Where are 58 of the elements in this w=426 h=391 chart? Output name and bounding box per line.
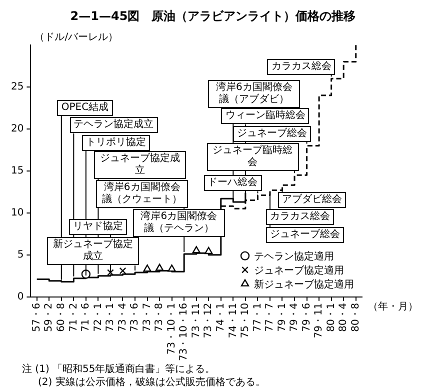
x-tick-label: 80・8 [350,302,362,332]
annotation: ウィーン臨時総会 [221,108,310,124]
x-tick-label: 73・6 [130,302,141,332]
x-tick-label: 75・10 [240,302,252,338]
annotation: ジュネーブ協定成立 [94,150,186,179]
x-tick-label: 74・1 [215,302,226,332]
annotation: アブダビ総会 [278,192,346,208]
x-tick-label: 73・10・16 [178,302,190,362]
annotation: ドーハ総会 [204,175,262,192]
text: (2) 実線は公示価格，破線は公式販売価格である。 [38,376,266,389]
x-tick-label: 72・1 [92,302,104,332]
x-tick-label: 59・2 [44,302,55,332]
y-tick-label: 20 [10,124,24,135]
y-tick-label: 0 [17,291,24,302]
x-axis-title: （年・月） [368,300,418,312]
x-tick-label: 79・6 [301,302,312,332]
x-tick-label: 73・7 [142,302,153,332]
annotation: ジュネーブ総会 [266,227,344,244]
annotation: トリポリ協定 [82,134,150,151]
x-tick-label: 74・11 [228,302,239,338]
x-tick-label: 73・10・1 [166,302,178,355]
y-tick-label: 10 [10,207,24,218]
x-tick-label: 60・8 [56,302,67,332]
annotation: 湾岸6カ国閣僚会議（クウェート） [96,180,188,208]
x-tick-label: 80・1 [326,302,337,332]
annotation: 湾岸6カ国閣僚会議（テヘラン） [132,208,225,237]
y-tick-label: 5 [17,249,24,260]
x-tick-label: 79・1 [276,302,288,332]
annotation: 湾岸6カ国閣僚会議（アブダビ） [208,80,300,108]
legend-label: テヘラン協定適用 [254,250,334,262]
y-tick-label: 15 [10,166,24,177]
x-tick-label: 73・1 [105,302,116,332]
annotation: 新ジュネーブ協定成立 [47,237,139,266]
legend-label: ジュネーブ協定適用 [254,264,344,276]
x-tick-label: 77・1 [252,302,264,332]
annotation: リヤド協定 [68,219,127,235]
x-tick-label: 77・7 [264,302,276,332]
annotation: テヘラン協定成立 [70,117,158,134]
y-tick-label: 25 [10,82,24,93]
x-tick-label: 79・4 [289,302,300,332]
x-tick-label: 73・8 [154,302,166,332]
x-tick-label: 79・11 [314,302,325,338]
annotation: カラカス総会 [266,209,334,226]
annotation: カラカス総会 [267,58,336,75]
annotation: ジュネーブ総会 [232,126,311,142]
x-tick-label: 71・2 [68,302,80,332]
x-tick-label: 71・6 [80,302,92,332]
annotation: ジュネーブ臨時総会 [206,143,299,172]
x-tick-label: 73・12 [203,302,214,338]
x-tick-label: 80・4 [338,302,350,332]
annotation: OPEC結成 [57,100,113,116]
legend-label: 新ジュネーブ協定適用 [254,278,354,290]
x-tick-label: 57・6 [31,302,42,332]
y-axis-title: （ドル/バーレル） [34,32,118,43]
chart-title: 2—1—45図 原油（アラビアンライト）価格の推移 [69,8,357,25]
x-tick-label: 73・4 [117,302,128,332]
text: 注 (1) 「昭和55年版通商白書」等による。 [22,363,216,376]
x-tick-label: 73・11 [190,302,202,338]
